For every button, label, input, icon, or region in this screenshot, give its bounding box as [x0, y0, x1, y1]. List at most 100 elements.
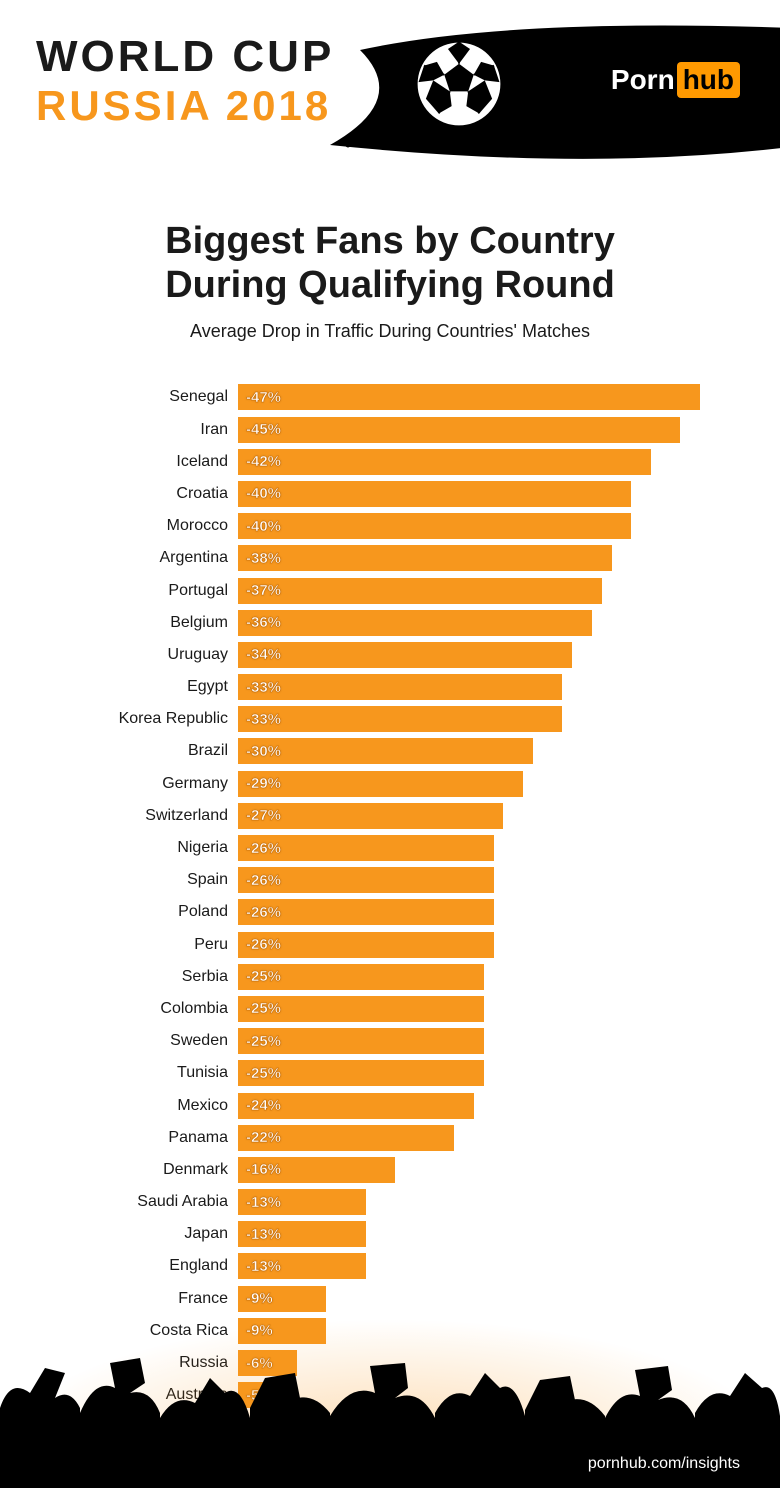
bar-value: -25%	[246, 1065, 281, 1082]
chart-area: Biggest Fans by Country During Qualifyin…	[0, 190, 780, 1410]
bar-fill: -13%	[238, 1189, 366, 1215]
bar-value: -16%	[246, 1161, 281, 1178]
bar-label: Denmark	[60, 1161, 238, 1179]
bar-row: Spain-26%	[60, 865, 700, 895]
header: WORLD CUP RUSSIA 2018 Porn hub	[0, 0, 780, 190]
bar-value: -40%	[246, 518, 281, 535]
bar-value: -33%	[246, 679, 281, 696]
chart-subtitle: Average Drop in Traffic During Countries…	[50, 321, 730, 342]
bar-fill: -45%	[238, 417, 680, 443]
bar-fill: -16%	[238, 1157, 395, 1183]
bar-fill: -13%	[238, 1221, 366, 1247]
footer-url: pornhub.com/insights	[588, 1455, 740, 1473]
bar-fill: -40%	[238, 481, 631, 507]
bar-track: -45%	[238, 417, 700, 443]
bar-row: Panama -22%	[60, 1123, 700, 1153]
bar-row: Belgium -36%	[60, 608, 700, 638]
bar-value: -25%	[246, 1033, 281, 1050]
bar-fill: -37%	[238, 578, 602, 604]
bar-row: Saudi Arabia-13%	[60, 1187, 700, 1217]
bar-value: -37%	[246, 582, 281, 599]
header-title-block: WORLD CUP RUSSIA 2018	[36, 32, 334, 130]
soccer-ball-icon	[413, 38, 505, 130]
bar-value: -47%	[246, 389, 281, 406]
bar-row: Senegal -47%	[60, 382, 700, 412]
bar-row: Iceland-42%	[60, 447, 700, 477]
bar-row: Mexico -24%	[60, 1091, 700, 1121]
bar-track: -25%	[238, 1060, 700, 1086]
bar-label: Belgium	[60, 614, 238, 632]
bar-label: Croatia	[60, 485, 238, 503]
bar-label: Egypt	[60, 678, 238, 696]
brand-logo: Porn hub	[611, 62, 740, 98]
bar-value: -29%	[246, 775, 281, 792]
bar-fill: -30%	[238, 738, 533, 764]
bar-row: Japan-13%	[60, 1219, 700, 1249]
bar-fill: -25%	[238, 964, 484, 990]
bar-track: -26%	[238, 835, 700, 861]
bar-value: -24%	[246, 1097, 281, 1114]
bar-track: -47%	[238, 384, 700, 410]
bar-row: Morocco-40%	[60, 511, 700, 541]
bar-value: -33%	[246, 711, 281, 728]
bar-label: Uruguay	[60, 646, 238, 664]
bar-value: -27%	[246, 807, 281, 824]
bar-track: -22%	[238, 1125, 700, 1151]
bar-value: -22%	[246, 1129, 281, 1146]
bar-label: Saudi Arabia	[60, 1193, 238, 1211]
bar-track: -38%	[238, 545, 700, 571]
bar-track: -37%	[238, 578, 700, 604]
bar-fill: -9%	[238, 1286, 326, 1312]
bar-value: -13%	[246, 1226, 281, 1243]
bar-row: Colombia-25%	[60, 994, 700, 1024]
bar-fill: -29%	[238, 771, 523, 797]
bar-row: Denmark -16%	[60, 1155, 700, 1185]
bar-fill: -36%	[238, 610, 592, 636]
bar-row: Sweden-25%	[60, 1026, 700, 1056]
bar-fill: -40%	[238, 513, 631, 539]
bar-fill: -13%	[238, 1253, 366, 1279]
bar-fill: -24%	[238, 1093, 474, 1119]
bar-label: Panama	[60, 1129, 238, 1147]
bar-fill: -38%	[238, 545, 612, 571]
chart-title: Biggest Fans by Country During Qualifyin…	[50, 220, 730, 307]
brand-logo-part1: Porn	[611, 64, 675, 96]
bar-value: -34%	[246, 646, 281, 663]
bar-value: -26%	[246, 872, 281, 889]
bar-track: -30%	[238, 738, 700, 764]
bar-fill: -26%	[238, 835, 494, 861]
bar-fill: -25%	[238, 996, 484, 1022]
bar-label: France	[60, 1290, 238, 1308]
bar-fill: -27%	[238, 803, 503, 829]
bar-fill: -26%	[238, 867, 494, 893]
bar-label: Peru	[60, 936, 238, 954]
bar-track: -26%	[238, 932, 700, 958]
bar-track: -24%	[238, 1093, 700, 1119]
bar-value: -26%	[246, 904, 281, 921]
bar-label: Poland	[60, 903, 238, 921]
bar-track: -33%	[238, 706, 700, 732]
bar-label: Senegal	[60, 388, 238, 406]
bar-row: Poland -26%	[60, 897, 700, 927]
bar-track: -40%	[238, 481, 700, 507]
bar-track: -40%	[238, 513, 700, 539]
bar-label: Iceland	[60, 453, 238, 471]
bar-track: -29%	[238, 771, 700, 797]
bar-row: Portugal-37%	[60, 576, 700, 606]
bar-label: Iran	[60, 421, 238, 439]
bar-value: -45%	[246, 421, 281, 438]
bar-value: -36%	[246, 614, 281, 631]
header-title-line2: RUSSIA 2018	[36, 82, 334, 130]
bar-track: -16%	[238, 1157, 700, 1183]
bar-track: -36%	[238, 610, 700, 636]
bar-label: Colombia	[60, 1000, 238, 1018]
bar-fill: -26%	[238, 932, 494, 958]
bar-track: -13%	[238, 1221, 700, 1247]
bar-value: -26%	[246, 936, 281, 953]
bar-row: Iran -45%	[60, 415, 700, 445]
bar-label: Serbia	[60, 968, 238, 986]
bar-label: Mexico	[60, 1097, 238, 1115]
bar-label: Korea Republic	[60, 710, 238, 728]
bar-fill: -47%	[238, 384, 700, 410]
bar-track: -25%	[238, 996, 700, 1022]
